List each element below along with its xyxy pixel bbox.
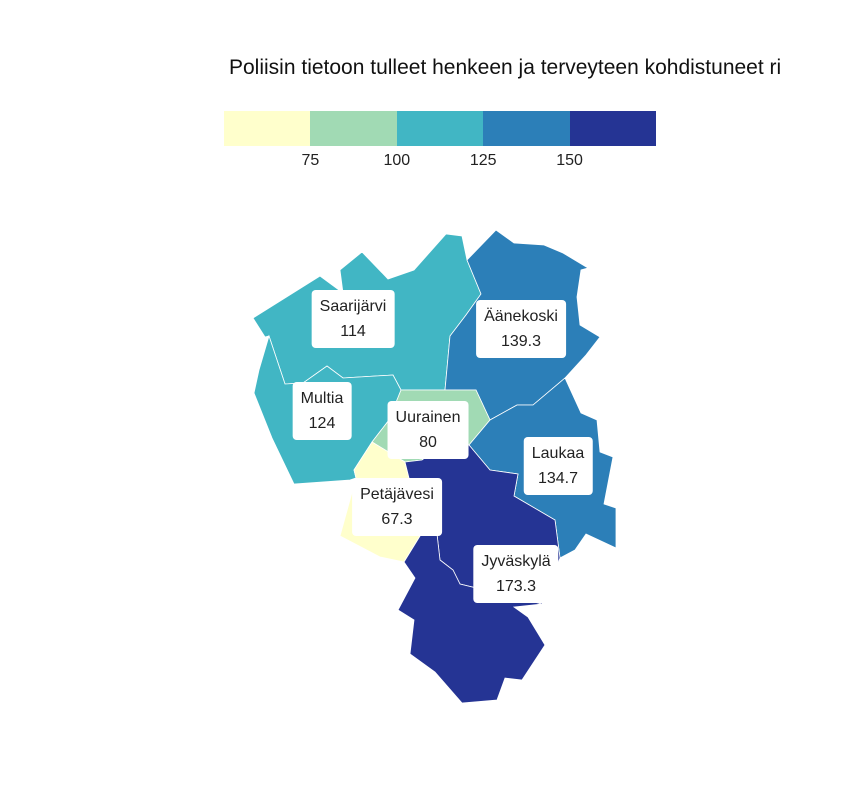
label-jyvaskyla-name: Jyväskylä <box>481 553 551 570</box>
label-multia-value: 124 <box>308 415 336 432</box>
label-uurainen-value: 80 <box>419 434 437 451</box>
label-aanekoski-name: Äänekoski <box>484 308 558 325</box>
label-jyvaskyla: Jyväskylä 173.3 <box>473 545 559 603</box>
label-multia: Multia 124 <box>292 382 352 440</box>
label-saarijarvi-value: 114 <box>340 323 366 340</box>
label-saarijarvi: Saarijärvi 114 <box>311 290 395 348</box>
label-aanekoski: Äänekoski 139.3 <box>476 300 566 358</box>
legend-tick-75: 75 <box>301 152 320 169</box>
legend-swatch-5 <box>569 111 656 146</box>
label-laukaa: Laukaa 134.7 <box>523 437 593 495</box>
label-aanekoski-value: 139.3 <box>500 333 542 350</box>
legend-swatch-1 <box>224 111 311 146</box>
label-petajavesi-value: 67.3 <box>381 511 413 528</box>
legend-color-bar <box>224 111 656 146</box>
legend-tick-150: 150 <box>556 152 583 169</box>
label-petajavesi-name: Petäjävesi <box>360 486 434 503</box>
legend-tick-100: 100 <box>383 152 411 169</box>
label-petajavesi: Petäjävesi 67.3 <box>352 478 442 536</box>
legend-swatch-3 <box>396 111 484 146</box>
legend-swatch-2 <box>310 111 397 146</box>
color-legend: 75 100 125 150 <box>224 111 656 170</box>
map-title: Poliisin tietoon tulleet henkeen ja terv… <box>229 56 782 79</box>
label-saarijarvi-name: Saarijärvi <box>319 298 387 315</box>
label-laukaa-name: Laukaa <box>531 445 585 462</box>
label-laukaa-value: 134.7 <box>537 470 579 487</box>
label-uurainen: Uurainen 80 <box>387 401 469 459</box>
label-uurainen-name: Uurainen <box>395 409 461 426</box>
legend-tick-125: 125 <box>469 152 497 169</box>
label-jyvaskyla-value: 173.3 <box>495 578 537 595</box>
label-multia-name: Multia <box>300 390 344 407</box>
legend-swatch-4 <box>483 111 570 146</box>
